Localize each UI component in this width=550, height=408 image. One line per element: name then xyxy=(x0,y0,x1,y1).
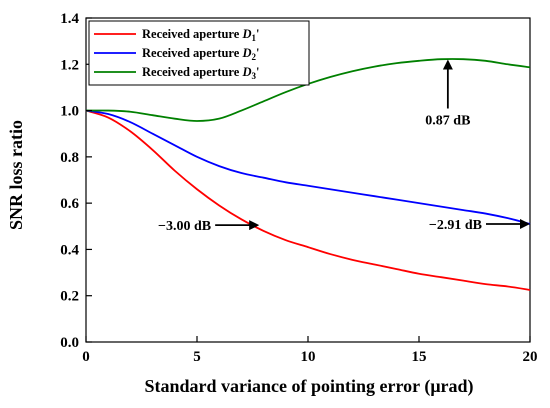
annotation-label-1: 0.87 dB xyxy=(425,114,470,129)
series-line-1 xyxy=(85,109,531,291)
x-axis-title: Standard variance of pointing error (μra… xyxy=(144,376,473,397)
axis-ticks: 0 5 10 15 20 0.0 0.2 0.4 0.6 0.8 1.0 1.2 1.4 xyxy=(60,11,537,365)
legend-entry-3: Received aperture D3' xyxy=(142,65,259,81)
y-tick-label: 0.4 xyxy=(60,242,79,258)
legend-box xyxy=(88,20,310,86)
y-tick-label: 0.2 xyxy=(60,289,79,305)
y-tick-label: 1.0 xyxy=(60,104,79,120)
y-tick-label: 0.8 xyxy=(60,150,79,166)
x-tick-label: 0 xyxy=(82,349,90,365)
legend-entry-2: Received aperture D2' xyxy=(142,46,259,62)
series-lines xyxy=(85,58,531,291)
legend: Received aperture D1' Received aperture D… xyxy=(88,20,310,86)
y-axis-title: SNR loss ratio xyxy=(6,120,26,230)
y-tick-label: 1.2 xyxy=(60,57,79,73)
x-tick-label: 20 xyxy=(523,349,538,365)
annotations: 0.87 dB −3.00 dB −2.91 dB xyxy=(158,59,530,234)
legend-entry-1: Received aperture D1' xyxy=(142,27,259,43)
y-tick-label: 1.4 xyxy=(60,11,79,27)
x-tick-label: 5 xyxy=(193,349,201,365)
series-line-2 xyxy=(85,109,531,225)
annotation-label-3: −2.91 dB xyxy=(429,218,482,233)
annotation-label-2: −3.00 dB xyxy=(158,219,211,234)
x-tick-label: 15 xyxy=(412,349,427,365)
y-tick-label: 0.6 xyxy=(60,196,79,212)
y-tick-label: 0.0 xyxy=(60,335,79,351)
x-tick-label: 10 xyxy=(301,349,316,365)
